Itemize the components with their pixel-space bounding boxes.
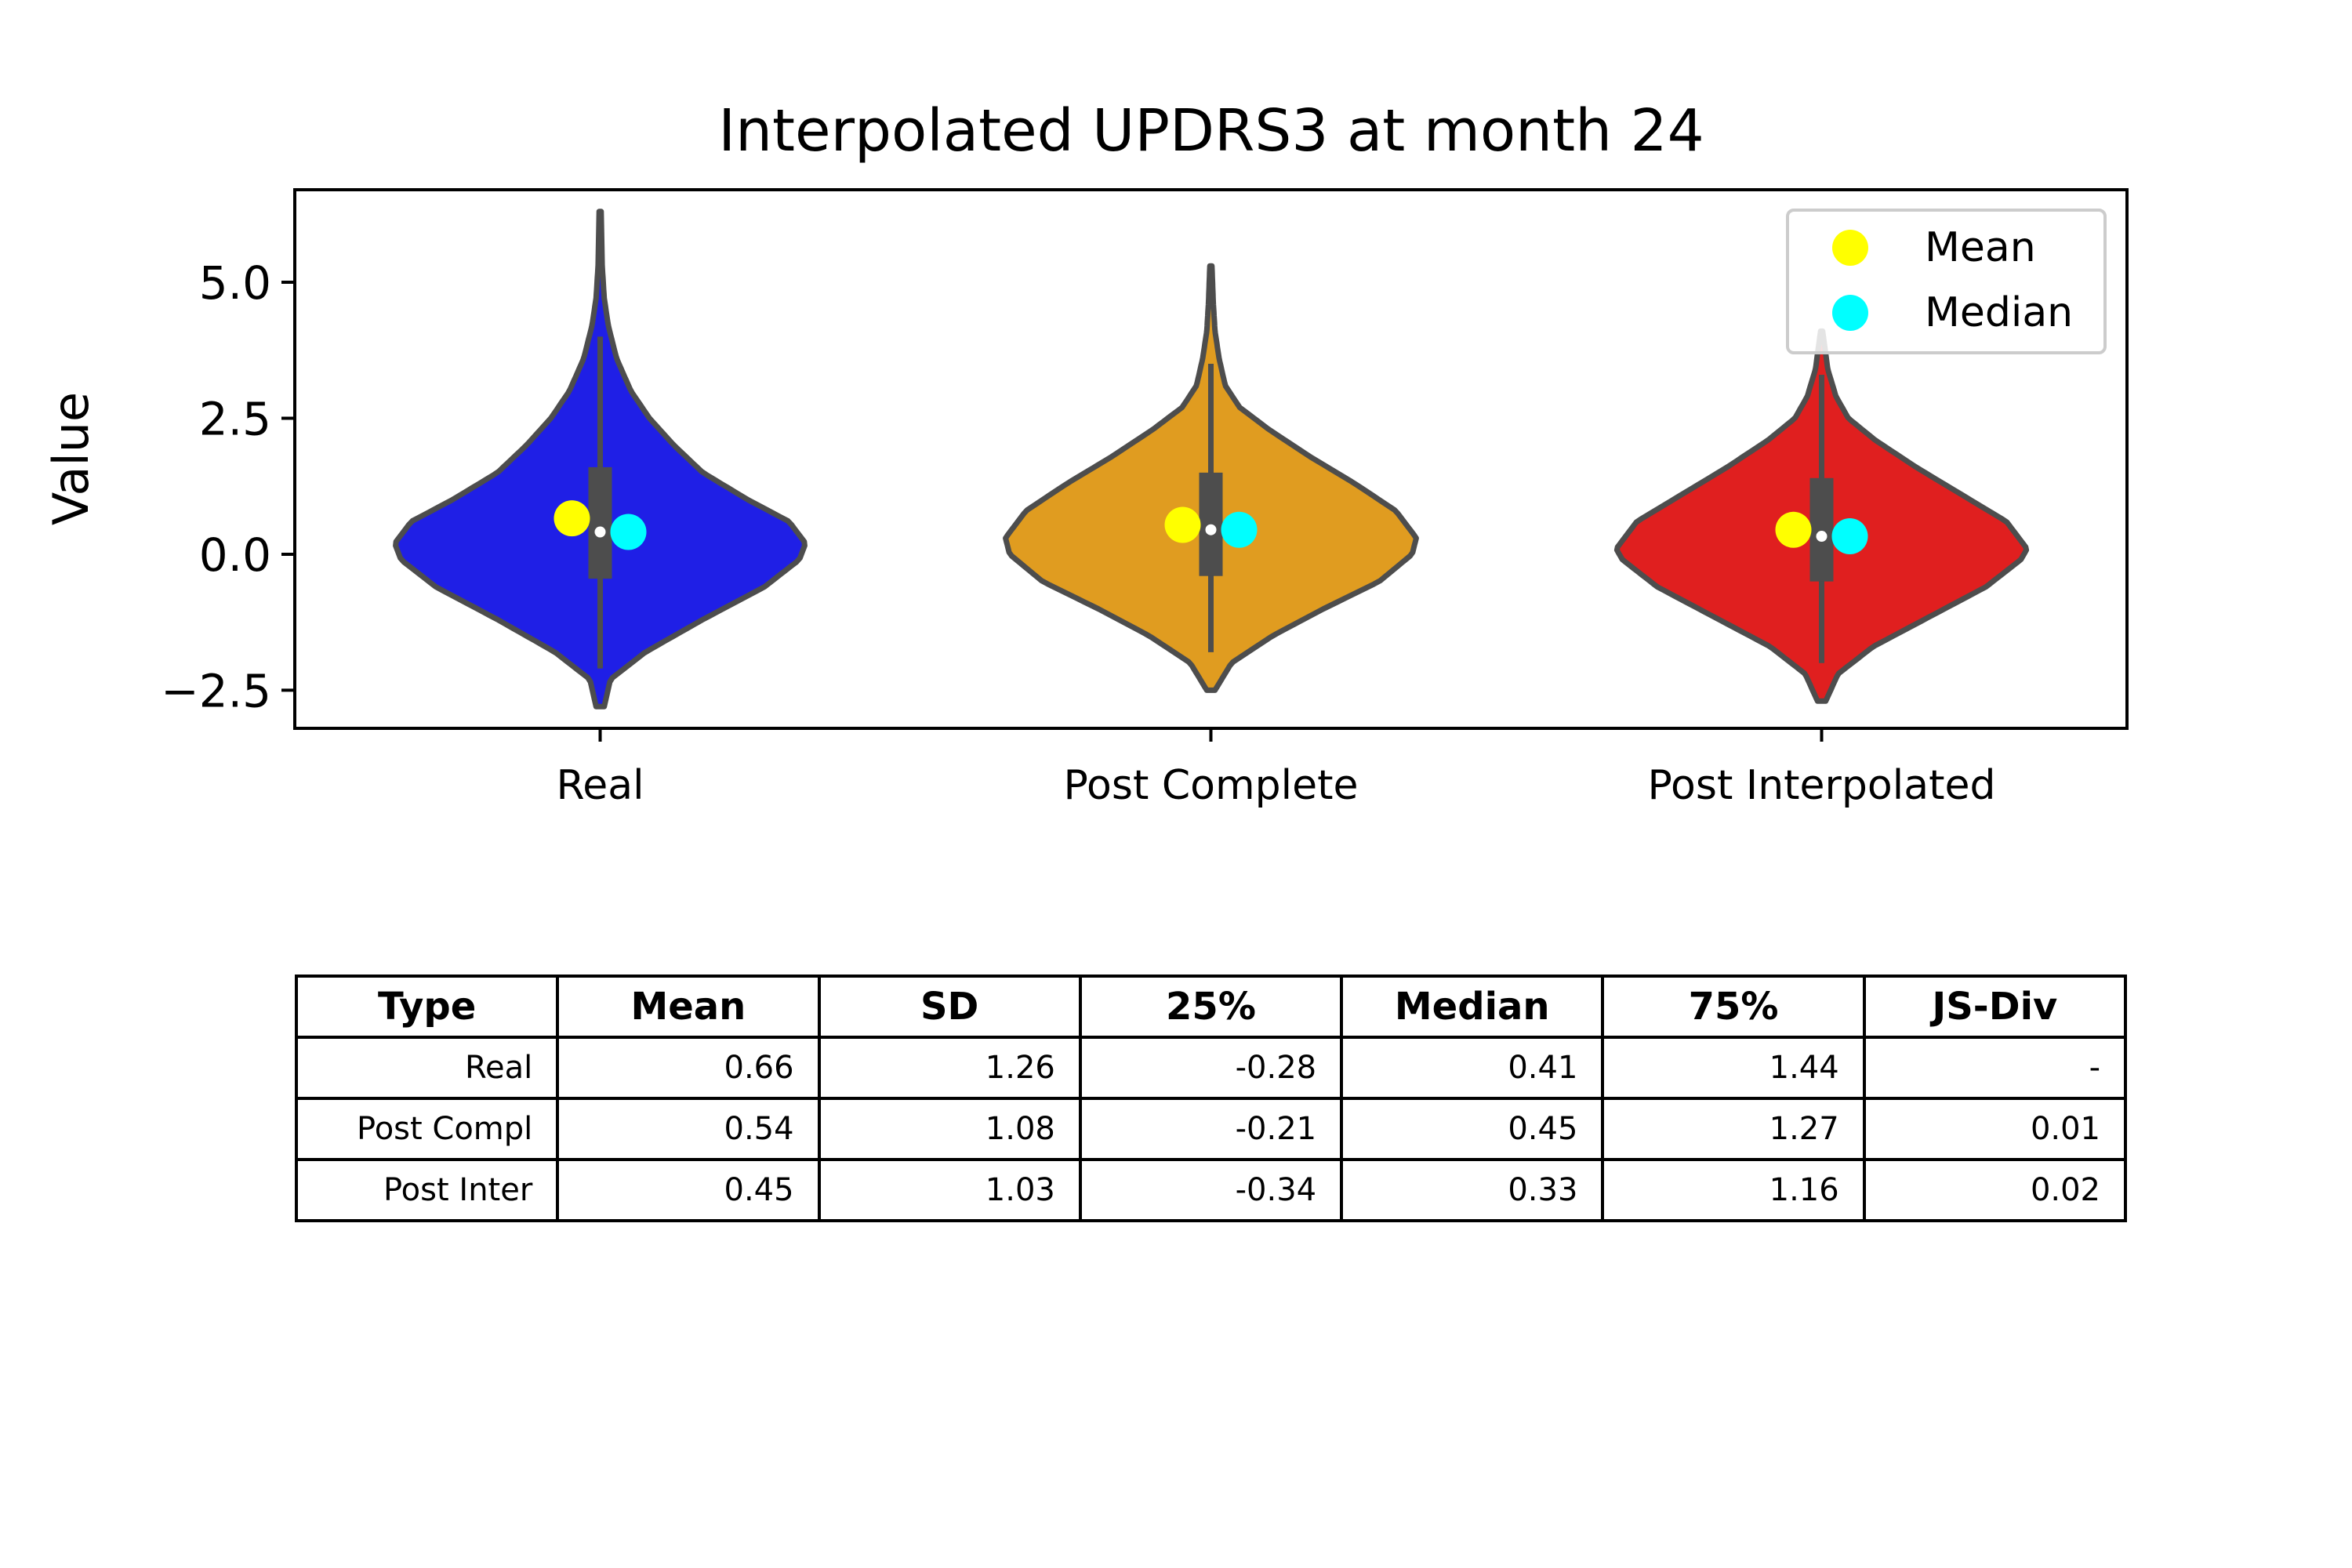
table-cell: -0.28 [1078,1036,1344,1100]
table-cell: 0.33 [1340,1158,1605,1222]
violin-iqr-box [1809,477,1834,582]
table-cell: 0.45 [1340,1097,1605,1161]
y-tick-label: 5.0 [199,256,271,310]
table-cell: 1.27 [1601,1097,1866,1161]
stats-table: Type Mean SD 25% Median 75% JS-Div Real 0.66 1.2… [294,975,2128,1222]
mean-marker [554,500,590,537]
legend-label: Median [1925,289,2073,336]
table-cell: -0.21 [1078,1097,1344,1161]
table-cell: 1.44 [1601,1036,1866,1100]
table-header-cell: Type [294,975,560,1039]
table-cell: 0.02 [1862,1158,2128,1222]
y-tick-label: 0.0 [199,528,271,582]
legend-label: Mean [1925,224,2036,271]
violin-median-dot [594,526,606,538]
mean-marker [1775,511,1812,548]
table-cell: 1.08 [817,1097,1082,1161]
table-header-cell: JS-Div [1862,975,2128,1039]
violin-median-dot [1816,531,1828,543]
legend-marker [1832,230,1868,266]
table-cell: 0.01 [1862,1097,2128,1161]
y-tick-label: −2.5 [161,664,271,717]
y-axis-label: Value [42,392,100,525]
table-cell: 1.16 [1601,1158,1866,1222]
median-marker [1221,511,1258,548]
table-cell: -0.34 [1078,1158,1344,1222]
table-cell: 0.41 [1340,1036,1605,1100]
legend-marker [1832,295,1868,331]
table-cell: Post Compl [294,1097,560,1161]
table-header-row: Type Mean SD 25% Median 75% JS-Div [294,975,2128,1039]
x-tick-label: Post Interpolated [1648,762,1996,809]
table-row: Real 0.66 1.26 -0.28 0.41 1.44- [294,1036,2128,1100]
table-cell: 1.03 [817,1158,1082,1222]
table-header-cell: Mean [556,975,821,1039]
table-cell: - [1862,1036,2128,1100]
table-cell: Post Inter [294,1158,560,1222]
table-cell: Real [294,1036,560,1100]
table-header-cell: 75% [1601,975,1866,1039]
table-cell: 1.26 [817,1036,1082,1100]
table-header-cell: Median [1340,975,1605,1039]
x-tick-label: Post Complete [1064,762,1359,809]
violin-median-dot [1205,524,1217,535]
table-cell: 0.45 [556,1158,821,1222]
table-cell: 0.54 [556,1097,821,1161]
table-cell: 0.66 [556,1036,821,1100]
table-row: Post Inter 0.45 1.03 -0.34 0.33 1.16 0.02 [294,1158,2128,1222]
table-header-cell: SD [817,975,1082,1039]
x-tick-label: Real [556,762,644,809]
mean-marker [1164,506,1201,543]
table-row: Post Compl 0.54 1.08 -0.21 0.45 1.27 0.01 [294,1097,2128,1161]
median-marker [1831,518,1868,555]
y-tick-label: 2.5 [199,392,271,445]
violin-iqr-box [588,466,612,579]
median-marker [610,514,647,550]
table-header-cell: 25% [1078,975,1344,1039]
chart-title: Interpolated UPDRS3 at month 24 [718,97,1704,165]
